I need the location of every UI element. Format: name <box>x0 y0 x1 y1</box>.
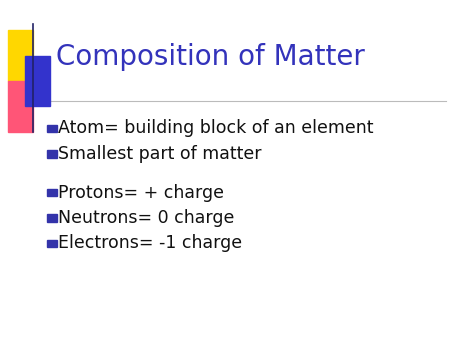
Bar <box>47 240 57 247</box>
Bar <box>47 189 57 196</box>
Text: Neutrons= 0 charge: Neutrons= 0 charge <box>58 209 235 227</box>
Bar <box>25 56 50 106</box>
Bar <box>47 125 57 132</box>
Text: Protons= + charge: Protons= + charge <box>58 184 225 202</box>
Bar <box>8 30 33 81</box>
Text: Composition of Matter: Composition of Matter <box>56 44 365 71</box>
Bar <box>8 81 33 132</box>
Text: Electrons= -1 charge: Electrons= -1 charge <box>58 234 243 252</box>
Text: Atom= building block of an element: Atom= building block of an element <box>58 119 374 138</box>
Text: Smallest part of matter: Smallest part of matter <box>58 145 262 163</box>
Bar <box>47 214 57 222</box>
Bar <box>47 150 57 158</box>
